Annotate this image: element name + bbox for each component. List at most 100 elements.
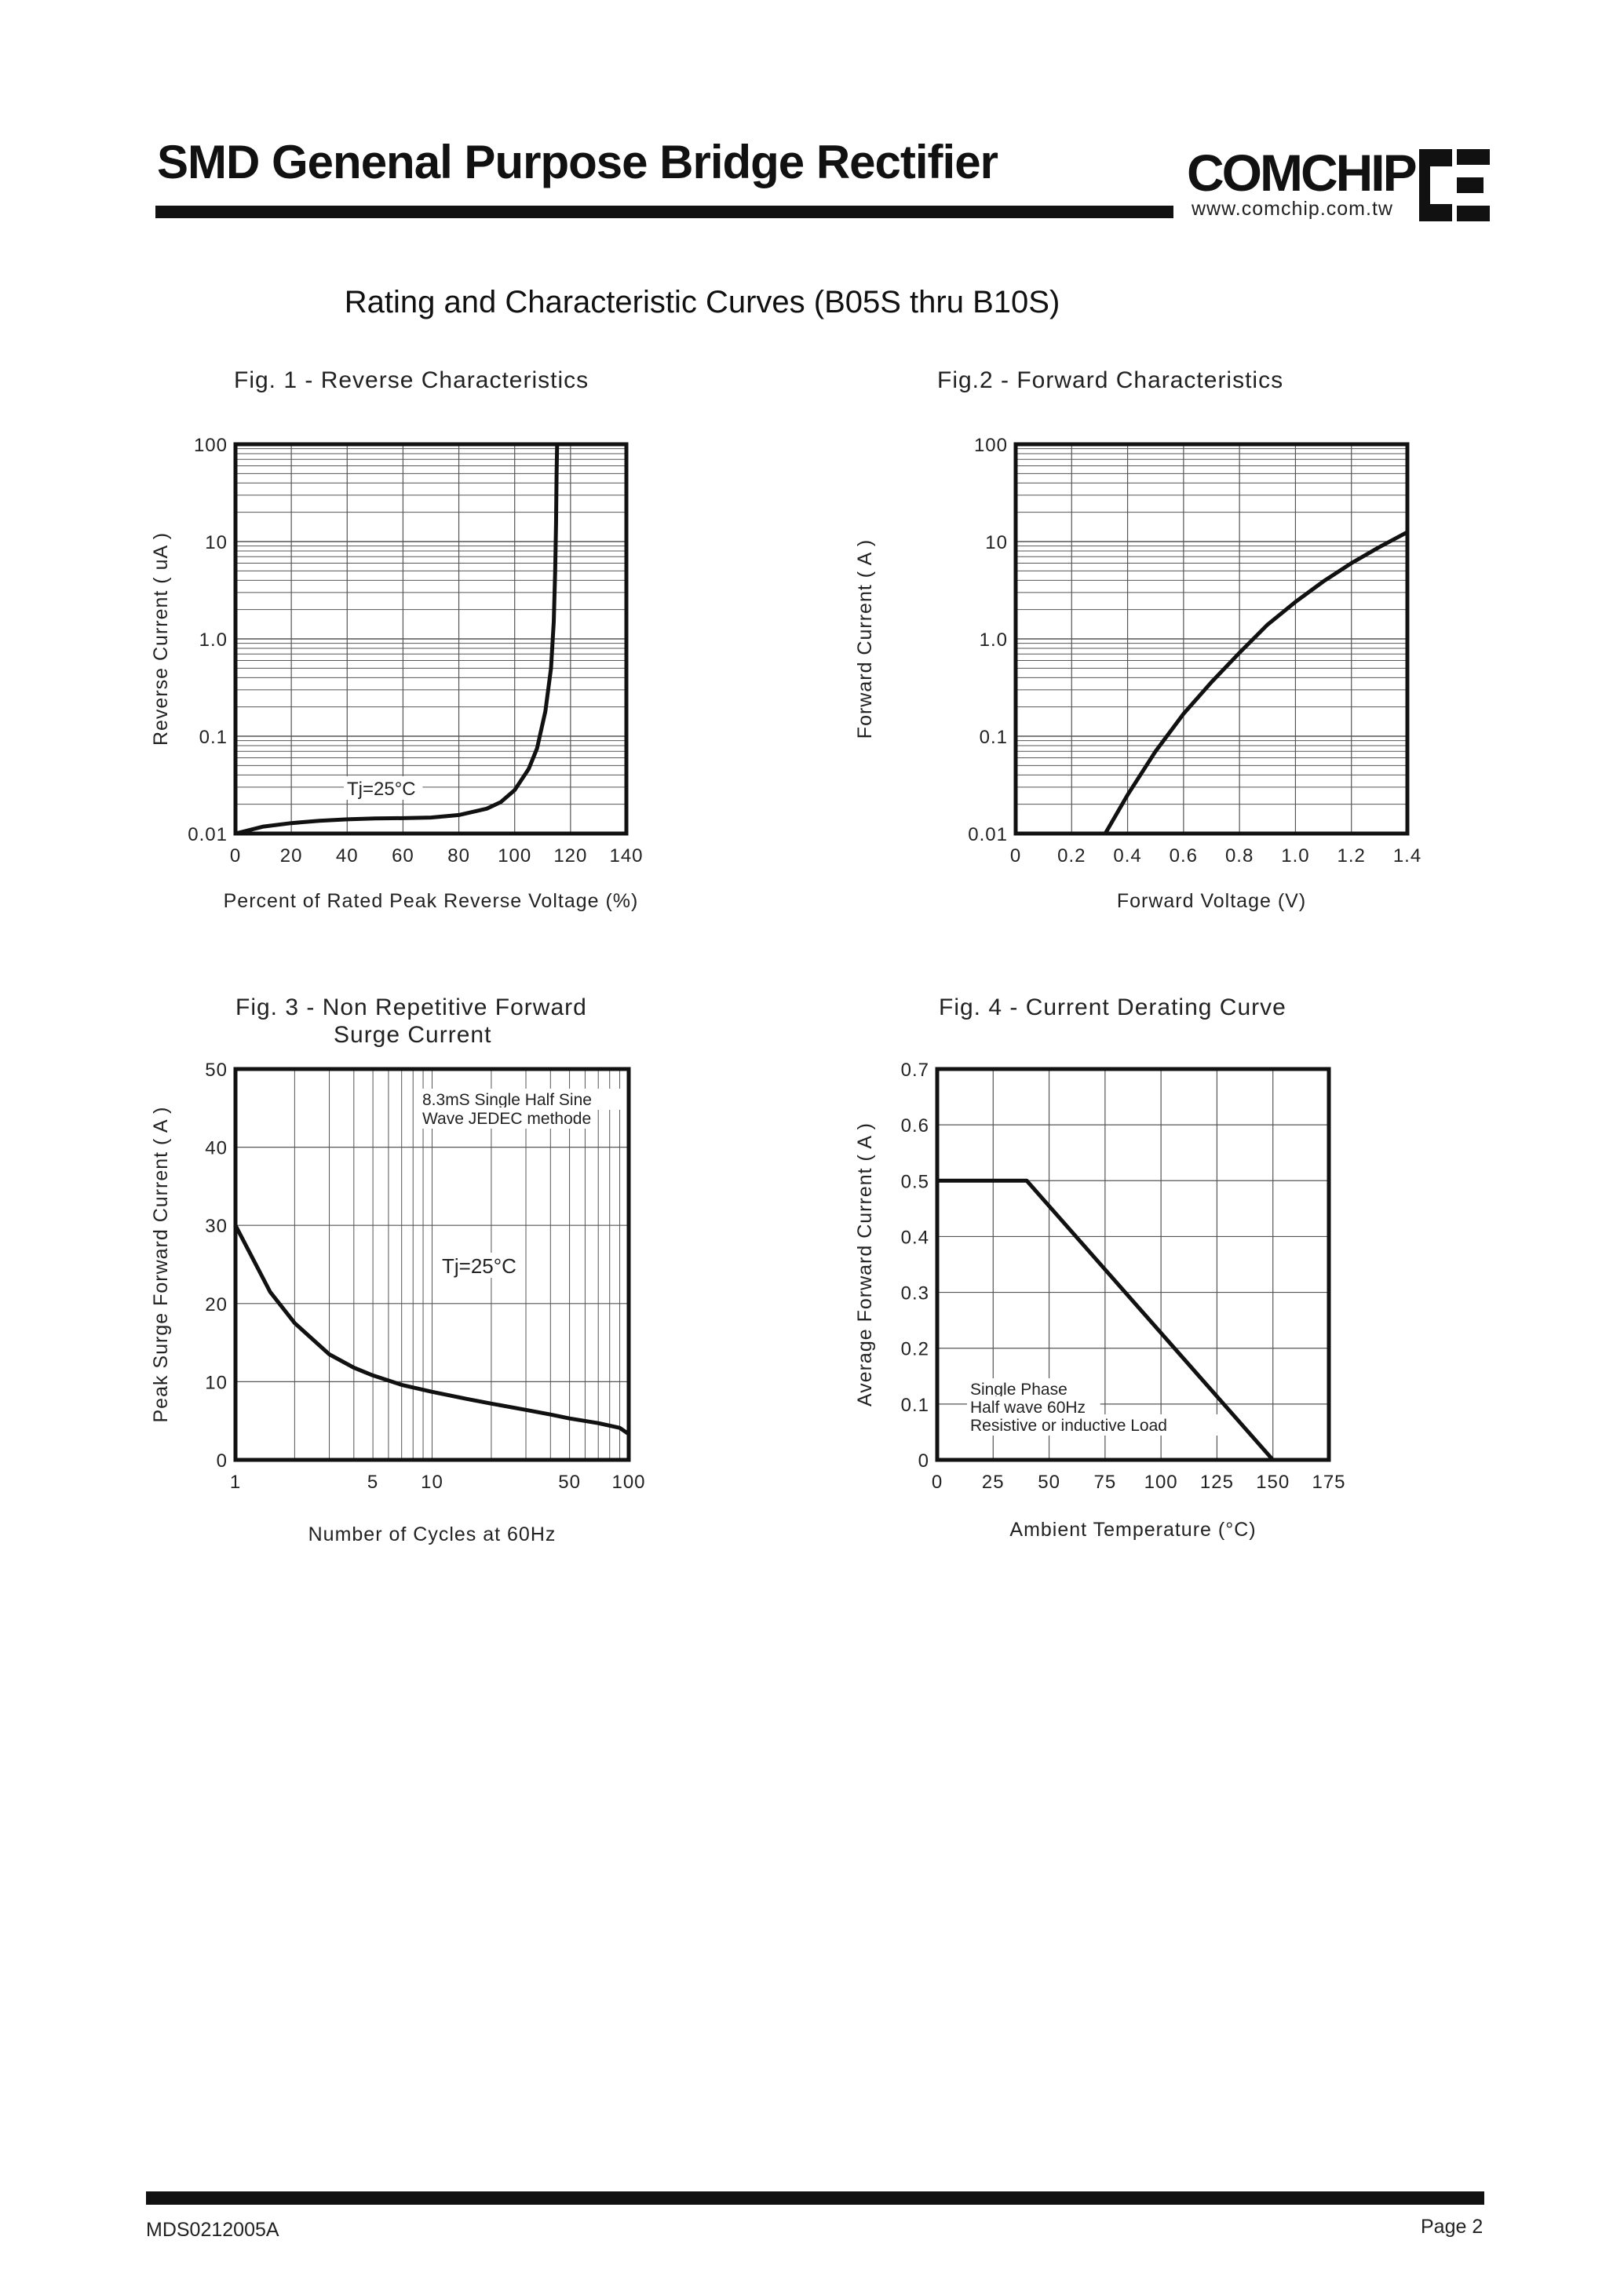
annotation-backing <box>967 1414 1218 1436</box>
x-tick-label: 0 <box>932 1472 943 1493</box>
annotation-text: Tj=25°C <box>347 779 416 800</box>
y-tick-label: 0.7 <box>901 1060 929 1081</box>
x-axis-label: Ambient Temperature (°C) <box>1009 1519 1256 1541</box>
x-tick-label: 100 <box>498 845 531 867</box>
y-tick-label: 0 <box>918 1450 929 1472</box>
y-axis-label: Average Forward Current ( A ) <box>854 1122 876 1407</box>
y-tick-label: 0.1 <box>199 727 228 748</box>
x-tick-label: 1.4 <box>1393 845 1421 867</box>
y-tick-label: 0.01 <box>188 824 228 845</box>
chart-title: Fig. 1 - Reverse Characteristics <box>234 367 589 393</box>
x-tick-label: 175 <box>1312 1472 1345 1493</box>
x-tick-label: 50 <box>1038 1472 1060 1493</box>
x-tick-label: 5 <box>367 1472 378 1493</box>
y-tick-label: 10 <box>205 532 228 553</box>
annotation-text: Wave JEDEC methode <box>422 1110 591 1128</box>
series-line <box>1103 530 1410 836</box>
annotation-backing <box>967 1378 1082 1399</box>
x-tick-label: 100 <box>611 1472 645 1493</box>
x-tick-label: 40 <box>336 845 359 867</box>
title-rule <box>155 206 1173 218</box>
section-heading: Rating and Characteristic Curves (B05S t… <box>344 285 1060 319</box>
y-tick-label: 40 <box>205 1138 228 1159</box>
y-axis-label: Forward Current ( A ) <box>854 539 876 739</box>
plot-frame <box>1013 442 1410 836</box>
y-tick-label: 0.1 <box>980 727 1008 748</box>
x-tick-label: 10 <box>421 1472 443 1493</box>
y-tick-label: 1.0 <box>980 629 1008 651</box>
x-tick-label: 1.0 <box>1281 845 1309 867</box>
x-tick-label: 0.4 <box>1113 845 1141 867</box>
annotation-backing <box>419 1089 626 1110</box>
x-tick-label: 140 <box>609 845 643 867</box>
x-tick-label: 1 <box>230 1472 241 1493</box>
chart-title: Fig.2 - Forward Characteristics <box>937 367 1283 393</box>
document-title: SMD Genenal Purpose Bridge Rectifier <box>157 136 998 188</box>
x-tick-label: 120 <box>553 845 587 867</box>
x-tick-label: 75 <box>1094 1472 1117 1493</box>
annotation-backing <box>439 1253 524 1278</box>
grid <box>1015 443 1408 834</box>
annotation-text: 8.3mS Single Half Sine <box>422 1091 592 1109</box>
x-tick-label: 0 <box>230 845 241 867</box>
x-tick-label: 60 <box>392 845 414 867</box>
x-tick-label: 125 <box>1200 1472 1234 1493</box>
y-tick-label: 50 <box>205 1060 228 1081</box>
annotation-text: Single Phase <box>970 1381 1067 1399</box>
y-tick-label: 100 <box>194 435 228 456</box>
x-tick-label: 50 <box>558 1472 581 1493</box>
annotation-text: Half wave 60Hz <box>970 1399 1086 1417</box>
x-tick-label: 20 <box>280 845 303 867</box>
y-tick-label: 10 <box>985 532 1008 553</box>
x-tick-label: 150 <box>1256 1472 1290 1493</box>
x-tick-label: 0 <box>1010 845 1021 867</box>
y-axis-label: Reverse Current ( uA ) <box>150 532 172 746</box>
y-tick-label: 0.2 <box>901 1339 929 1360</box>
page-number: Page 2 <box>1421 2216 1483 2238</box>
series-line <box>935 1178 1275 1462</box>
plot-frame <box>233 442 629 836</box>
y-tick-label: 1.0 <box>199 629 228 651</box>
annotation-text: Resistive or inductive Load <box>970 1417 1167 1435</box>
footer-rule <box>146 2191 1484 2205</box>
chart-subtitle: Surge Current <box>334 1022 491 1048</box>
y-tick-label: 0 <box>217 1450 228 1472</box>
y-tick-label: 20 <box>205 1294 228 1315</box>
y-tick-label: 0.4 <box>901 1227 929 1248</box>
grid <box>235 443 627 834</box>
y-tick-label: 30 <box>205 1216 228 1237</box>
chart-fig1-reverse-characteristics: Tj=25°C 0 20 40 60 80 100 120 140 0.01 0.1 1.0 10 100… <box>150 367 643 912</box>
y-tick-label: 0.1 <box>901 1395 929 1416</box>
y-axis-label: Peak Surge Forward Current ( A ) <box>150 1107 172 1423</box>
chart-fig2-forward-characteristics: 0 0.2 0.4 0.6 0.8 1.0 1.2 1.4 0.01 0.1 1.0 10 100 Fig… <box>854 367 1421 912</box>
series-line <box>233 1223 631 1436</box>
x-tick-label: 1.2 <box>1338 845 1366 867</box>
x-tick-label: 0.6 <box>1170 845 1198 867</box>
annotation-backing <box>344 776 423 800</box>
plot-frame <box>233 1067 631 1462</box>
y-tick-label: 0.5 <box>901 1171 929 1192</box>
x-tick-label: 25 <box>982 1472 1005 1493</box>
brand-url: www.comchip.com.tw <box>1192 198 1393 220</box>
x-axis-label: Forward Voltage (V) <box>1117 890 1306 912</box>
x-axis-label: Percent of Rated Peak Reverse Voltage (%… <box>224 890 639 912</box>
annotation-backing <box>419 1107 589 1129</box>
y-tick-label: 100 <box>974 435 1008 456</box>
x-tick-label: 100 <box>1144 1472 1178 1493</box>
series-line <box>233 442 560 836</box>
x-tick-label: 80 <box>447 845 470 867</box>
document-code: MDS0212005A <box>146 2219 279 2241</box>
y-tick-label: 10 <box>205 1372 228 1393</box>
annotation-backing <box>967 1396 1100 1418</box>
y-tick-label: 0.01 <box>968 824 1008 845</box>
x-axis-label: Number of Cycles at 60Hz <box>308 1523 557 1545</box>
y-tick-label: 0.6 <box>901 1115 929 1137</box>
chart-title: Fig. 4 - Current Derating Curve <box>939 994 1286 1020</box>
x-tick-label: 0.8 <box>1225 845 1254 867</box>
x-tick-label: 0.2 <box>1057 845 1086 867</box>
chart-title: Fig. 3 - Non Repetitive Forward <box>235 994 587 1020</box>
plot-frame <box>935 1067 1331 1462</box>
